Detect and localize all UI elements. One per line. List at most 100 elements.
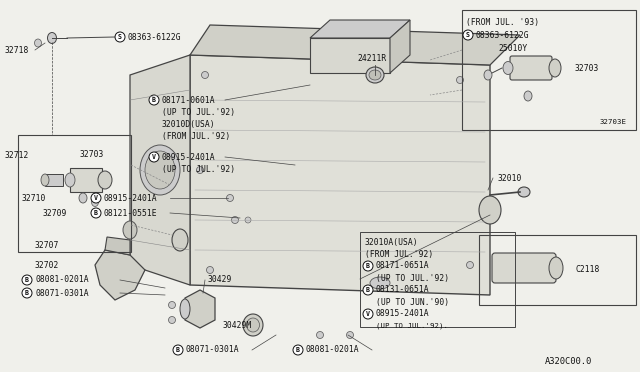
Ellipse shape [41, 174, 49, 186]
Circle shape [91, 208, 101, 218]
Text: S: S [466, 32, 470, 38]
Text: 32703: 32703 [575, 64, 600, 73]
Text: 08171-0601A: 08171-0601A [162, 96, 216, 105]
Circle shape [363, 261, 373, 271]
Text: (FROM JUL.'92): (FROM JUL.'92) [365, 250, 433, 259]
Text: C2118: C2118 [576, 266, 600, 275]
Polygon shape [190, 55, 490, 295]
Circle shape [293, 345, 303, 355]
Text: 08171-0651A: 08171-0651A [376, 262, 429, 270]
Text: 32010D(USA): 32010D(USA) [162, 119, 216, 128]
Ellipse shape [227, 195, 234, 202]
Text: 08363-6122G: 08363-6122G [476, 31, 530, 39]
Ellipse shape [456, 77, 463, 83]
Circle shape [91, 193, 101, 203]
Text: B: B [176, 347, 180, 353]
Ellipse shape [549, 59, 561, 77]
Ellipse shape [317, 331, 323, 339]
Ellipse shape [503, 61, 513, 74]
Ellipse shape [467, 262, 474, 269]
Ellipse shape [172, 229, 188, 251]
Text: 32712: 32712 [5, 151, 29, 160]
Ellipse shape [79, 193, 87, 203]
Text: 30429: 30429 [208, 276, 232, 285]
Text: (UP TO JUL.'92).: (UP TO JUL.'92). [376, 323, 448, 329]
Text: 08071-0301A: 08071-0301A [186, 346, 239, 355]
Text: 08081-0201A: 08081-0201A [306, 346, 360, 355]
Ellipse shape [524, 91, 532, 101]
Ellipse shape [180, 299, 190, 319]
Bar [70, 168, 102, 192]
Ellipse shape [346, 331, 353, 339]
Circle shape [115, 32, 125, 42]
Text: 32010A(USA): 32010A(USA) [365, 237, 419, 247]
Circle shape [173, 345, 183, 355]
Text: (UP TO JUN.'90): (UP TO JUN.'90) [376, 298, 449, 307]
Text: (UP TO JUL.'92): (UP TO JUL.'92) [376, 273, 449, 282]
Text: 32703E: 32703E [600, 119, 627, 125]
Ellipse shape [245, 217, 251, 223]
Text: 25010Y: 25010Y [498, 44, 527, 52]
Ellipse shape [484, 70, 492, 80]
Bar [462, 10, 636, 130]
Circle shape [363, 309, 373, 319]
Ellipse shape [140, 145, 180, 195]
Text: 08131-0651A: 08131-0651A [376, 285, 429, 295]
Text: (UP TO JUL.'92): (UP TO JUL.'92) [162, 164, 235, 173]
Text: V: V [152, 154, 156, 160]
Text: 08915-2401A: 08915-2401A [376, 310, 429, 318]
Text: 32703: 32703 [80, 150, 104, 158]
Ellipse shape [370, 277, 390, 289]
Text: 32710: 32710 [22, 193, 46, 202]
Bar [45, 174, 63, 186]
Ellipse shape [207, 266, 214, 273]
Ellipse shape [246, 318, 259, 332]
Text: 08071-0301A: 08071-0301A [35, 289, 88, 298]
Circle shape [149, 152, 159, 162]
Ellipse shape [92, 198, 99, 206]
Ellipse shape [549, 257, 563, 279]
Text: 30429M: 30429M [223, 321, 252, 330]
Ellipse shape [47, 32, 56, 44]
Text: V: V [94, 195, 98, 201]
Text: 08121-0551E: 08121-0551E [104, 208, 157, 218]
Bar [310, 38, 390, 73]
Text: 24211R: 24211R [357, 54, 387, 62]
Polygon shape [95, 250, 145, 300]
Ellipse shape [366, 67, 384, 83]
Text: B: B [25, 290, 29, 296]
Ellipse shape [196, 167, 204, 173]
Circle shape [22, 275, 32, 285]
Ellipse shape [35, 39, 42, 47]
Ellipse shape [243, 314, 263, 336]
Circle shape [149, 95, 159, 105]
Ellipse shape [479, 196, 501, 224]
Text: 32709: 32709 [43, 208, 67, 218]
Polygon shape [185, 290, 215, 328]
Text: 08915-2401A: 08915-2401A [104, 193, 157, 202]
Text: B: B [366, 287, 370, 293]
Circle shape [363, 285, 373, 295]
Text: 32702: 32702 [35, 260, 60, 269]
Text: V: V [366, 311, 370, 317]
Text: A320C00.0: A320C00.0 [545, 357, 592, 366]
Text: B: B [296, 347, 300, 353]
Ellipse shape [369, 70, 381, 80]
Polygon shape [190, 25, 520, 65]
Circle shape [22, 288, 32, 298]
Ellipse shape [145, 151, 175, 189]
Ellipse shape [168, 317, 175, 324]
Polygon shape [105, 237, 130, 255]
Text: (FROM JUL. '93): (FROM JUL. '93) [466, 17, 539, 26]
Text: 32010: 32010 [498, 173, 522, 183]
Text: (FROM JUL.'92): (FROM JUL.'92) [162, 131, 230, 141]
Text: B: B [152, 97, 156, 103]
Text: 08081-0201A: 08081-0201A [35, 276, 88, 285]
Bar [18, 135, 131, 252]
Text: 08363-6122G: 08363-6122G [127, 32, 180, 42]
Text: 32718: 32718 [5, 45, 29, 55]
Text: B: B [94, 210, 98, 216]
Text: 32707: 32707 [35, 241, 60, 250]
Text: 08915-2401A: 08915-2401A [162, 153, 216, 161]
Ellipse shape [65, 173, 75, 187]
